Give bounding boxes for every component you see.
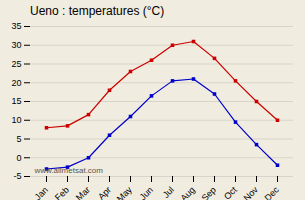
svg-text:Sep: Sep [200,185,218,200]
svg-text:15: 15 [11,96,21,106]
html-text:Ueno : temperatures (°C): Ueno : temperatures (°C) [30,4,165,18]
svg-text:30: 30 [11,40,21,50]
svg-text:35: 35 [11,21,21,31]
svg-text:25: 25 [11,59,21,69]
svg-text:-5: -5 [13,171,21,181]
svg-text:Oct: Oct [222,184,239,200]
svg-text:Feb: Feb [53,185,71,200]
svg-text:Jun: Jun [138,185,155,200]
svg-text:www.allmetsat.com: www.allmetsat.com [34,166,104,175]
svg-text:Nov: Nov [242,184,261,200]
svg-text:Apr: Apr [96,185,113,200]
svg-text:Dec: Dec [263,184,282,200]
svg-text:5: 5 [16,134,21,144]
svg-text:Mar: Mar [74,185,92,200]
svg-text:May: May [115,184,134,200]
svg-text:10: 10 [11,115,21,125]
svg-text:20: 20 [11,78,21,88]
svg-text:0: 0 [16,153,21,163]
svg-text:Jul: Jul [161,185,176,200]
svg-text:Aug: Aug [179,185,197,200]
svg-text:Jan: Jan [33,185,50,200]
